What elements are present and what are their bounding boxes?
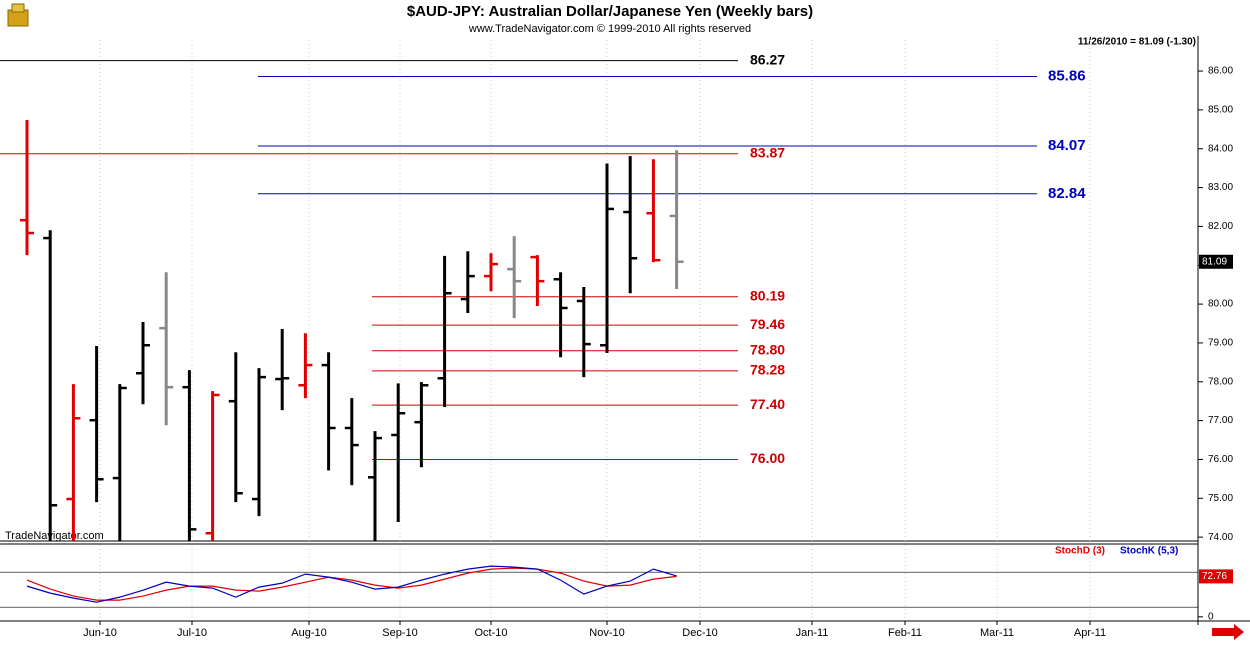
- level-label: 76.00: [750, 450, 785, 466]
- scroll-arrow[interactable]: [1212, 624, 1244, 640]
- level-label: 77.40: [750, 396, 785, 412]
- legend-label: StochK (5,3): [1120, 546, 1178, 557]
- level-label: 84.07: [1048, 137, 1086, 154]
- x-tick-label: Jan-11: [796, 627, 829, 639]
- chart-title: $AUD-JPY: Australian Dollar/Japanese Yen…: [407, 3, 813, 20]
- watermark: TradeNavigator.com: [5, 530, 104, 542]
- stoch-line: [26, 567, 677, 601]
- y-tick-label: 83.00: [1208, 182, 1233, 193]
- y-tick-label: 0: [1208, 611, 1214, 622]
- x-tick-label: Oct-10: [474, 627, 507, 639]
- level-label: 85.86: [1048, 67, 1086, 84]
- chart-subtitle: www.TradeNavigator.com © 1999-2010 All r…: [468, 23, 751, 35]
- stoch-line: [26, 565, 677, 603]
- logo: [7, 3, 29, 27]
- y-tick-label: 85.00: [1208, 105, 1233, 116]
- x-tick-label: Sep-10: [382, 627, 417, 639]
- x-tick-label: Apr-11: [1074, 627, 1106, 639]
- y-tick-label: 76.00: [1208, 454, 1233, 465]
- y-tick-label: 82.00: [1208, 221, 1233, 232]
- level-label: 86.27: [750, 51, 785, 67]
- x-tick-label: Jun-10: [83, 627, 117, 639]
- last-value-box: [1199, 569, 1233, 584]
- x-tick-label: Nov-10: [589, 627, 624, 639]
- x-tick-label: Dec-10: [682, 627, 717, 639]
- y-tick-label: 74.00: [1208, 532, 1233, 543]
- level-label: 82.84: [1048, 185, 1086, 202]
- level-label: 79.46: [750, 316, 785, 332]
- level-label: 78.28: [750, 362, 785, 378]
- price-header: 11/26/2010 = 81.09 (-1.30): [1078, 37, 1196, 48]
- y-tick-label: 80.00: [1208, 299, 1233, 310]
- x-tick-label: Jul-10: [177, 627, 207, 639]
- y-tick-label: 75.00: [1208, 493, 1233, 504]
- level-label: 78.80: [750, 341, 785, 357]
- y-tick-label: 86.00: [1208, 66, 1233, 77]
- x-tick-label: Feb-11: [888, 627, 922, 639]
- last-price-box: [1199, 254, 1233, 269]
- y-tick-label: 84.00: [1208, 143, 1233, 154]
- y-tick-label: 77.00: [1208, 415, 1233, 426]
- level-label: 80.19: [750, 287, 785, 303]
- last-price-label: 81.09: [1202, 256, 1227, 267]
- legend-label: StochD (3): [1055, 546, 1105, 557]
- x-tick-label: Aug-10: [291, 627, 326, 639]
- y-tick-label: 78.00: [1208, 376, 1233, 387]
- bars: [20, 120, 684, 541]
- level-label: 83.87: [750, 144, 785, 160]
- last-value-label: 72.76: [1202, 571, 1227, 582]
- x-tick-label: Mar-11: [980, 627, 1014, 639]
- y-tick-label: 79.00: [1208, 338, 1233, 349]
